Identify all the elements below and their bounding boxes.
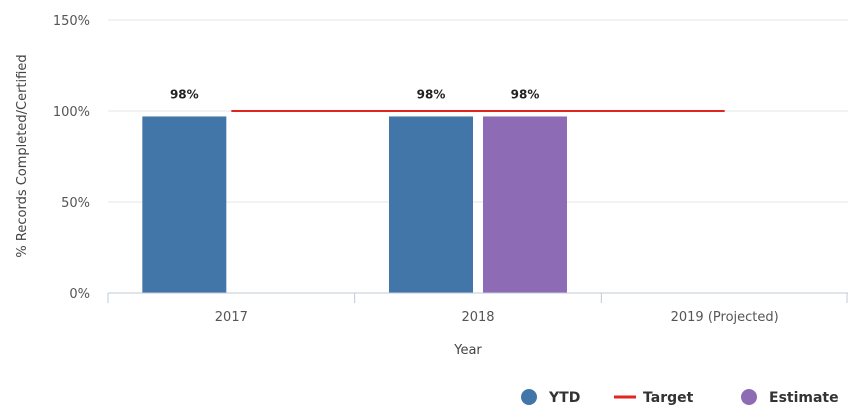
- legend-marker-estimate: [741, 389, 757, 405]
- data-label: 98%: [511, 87, 540, 101]
- y-tick-label: 50%: [61, 196, 90, 211]
- legend-item-ytd[interactable]: YTD: [548, 390, 580, 406]
- x-axis: 2017 2018 2019 (Projected): [107, 292, 848, 325]
- x-tick-label: 2019 (Projected): [671, 310, 779, 325]
- data-label: 98%: [417, 87, 446, 101]
- legend[interactable]: YTD Target Estimate: [521, 389, 839, 406]
- bar-ytd-2017: [142, 116, 227, 294]
- y-tick-label: 150%: [53, 14, 90, 29]
- y-tick-label: 0%: [69, 287, 90, 302]
- x-axis-title: Year: [453, 343, 482, 358]
- bar-ytd-2018: [389, 116, 473, 294]
- y-tick-label: 100%: [53, 105, 90, 120]
- y-axis-title: % Records Completed/Certified: [15, 54, 30, 257]
- x-tick-label: 2018: [461, 310, 494, 325]
- x-tick-label: 2017: [215, 310, 248, 325]
- bars: [142, 116, 567, 294]
- bar-estimate-2018: [483, 116, 567, 294]
- legend-item-target[interactable]: Target: [643, 390, 694, 406]
- data-labels: 98% 98% 98%: [170, 87, 539, 101]
- data-label: 98%: [170, 87, 199, 101]
- legend-marker-ytd: [521, 389, 537, 405]
- y-axis-tick-labels: 0% 50% 100% 150%: [53, 14, 90, 302]
- legend-item-estimate[interactable]: Estimate: [769, 390, 839, 406]
